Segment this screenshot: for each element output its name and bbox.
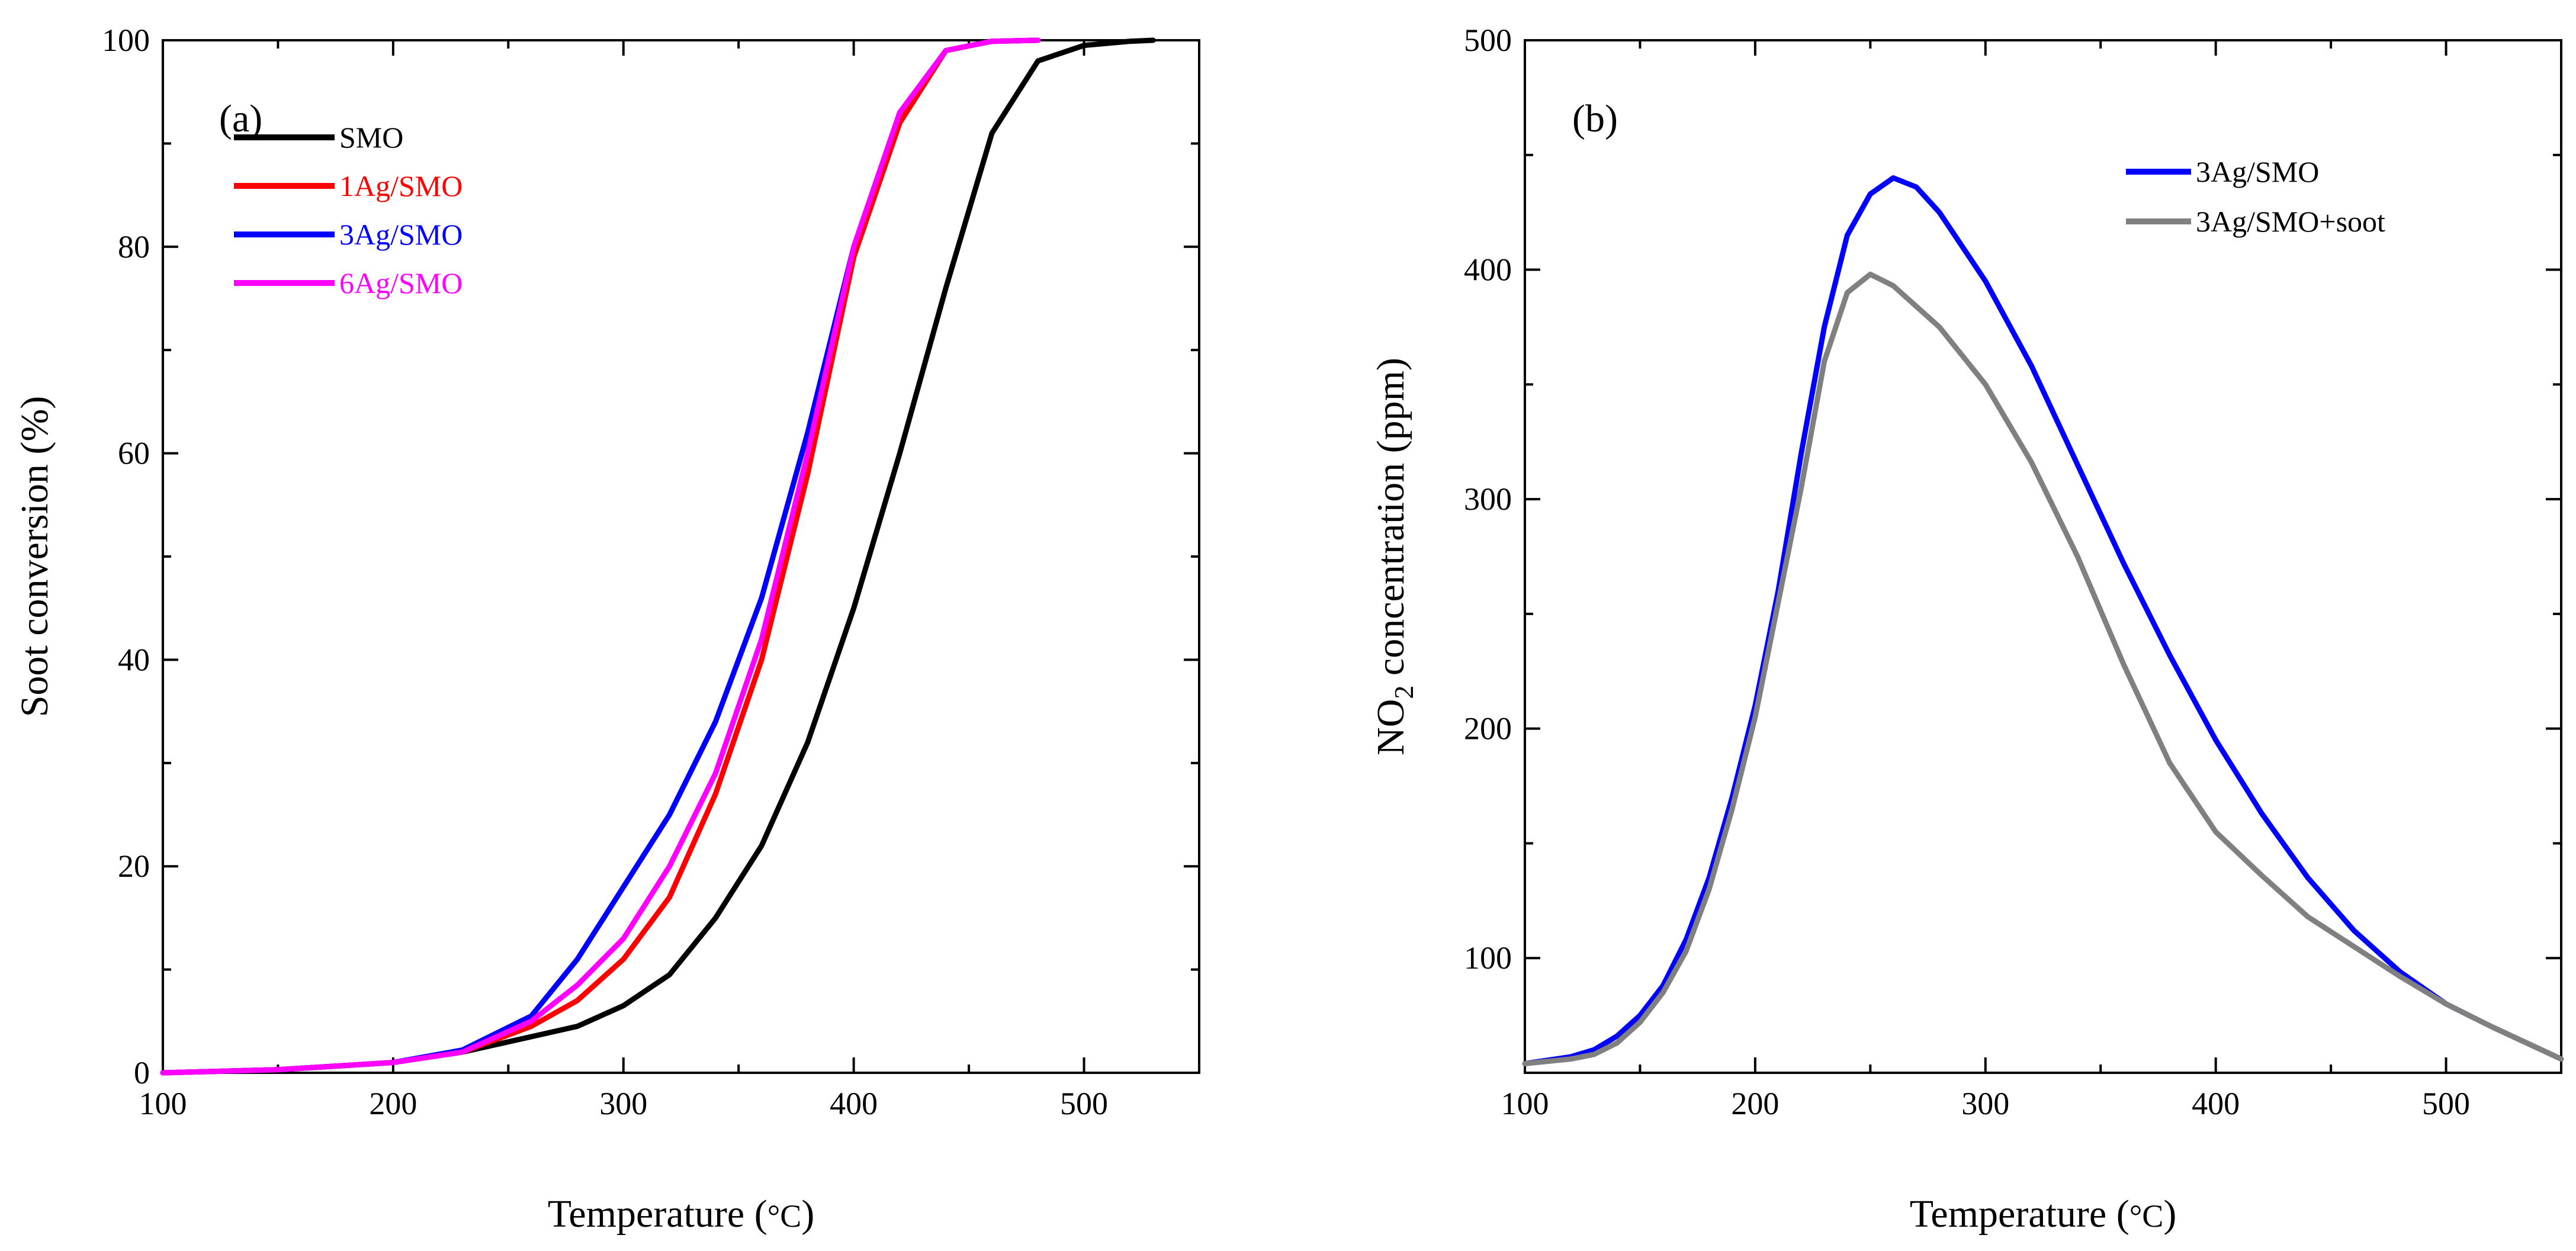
panel-b: 100 200 300 400 500 100 200 300 400 500 Temperatur… [1369, 22, 2564, 1236]
y-tick-label: 60 [118, 436, 150, 471]
series-line-6ag-smo [160, 37, 1041, 1076]
legend-label: 1Ag/SMO [339, 169, 462, 202]
legend-label: 6Ag/SMO [339, 266, 462, 300]
y-axis-title: NO2 concentration (ppm) [1369, 358, 1419, 755]
legend-label: 3Ag/SMO [2196, 155, 2319, 188]
y-tick-label: 100 [102, 22, 150, 58]
x-tick-label: 400 [2192, 1086, 2240, 1121]
x-tick-label: 500 [1060, 1086, 1108, 1121]
series-line-3ag-smo [1522, 175, 2564, 1066]
x-tick-label: 400 [830, 1086, 878, 1121]
y-tick-label: 100 [1464, 940, 1512, 976]
x-tick-label: 200 [369, 1086, 417, 1121]
y-tick-label: 40 [118, 642, 150, 677]
panel-a-plot-frame [162, 39, 1200, 1074]
y-tick-label: 400 [1464, 252, 1512, 288]
y-tick-label: 300 [1464, 481, 1512, 517]
x-tick-label: 200 [1731, 1086, 1779, 1121]
x-tick-label: 100 [1501, 1086, 1549, 1121]
x-tick-label: 300 [1961, 1086, 2009, 1121]
x-tick-label: 300 [599, 1086, 647, 1121]
panel-label: (a) [219, 97, 262, 140]
series-line-1ag-smo [160, 37, 1041, 1076]
y-tick-label: 200 [1464, 711, 1512, 747]
y-axis-title: Soot conversion (%) [13, 396, 56, 718]
y-tick-label: 80 [118, 229, 150, 265]
panel-b-plot-frame [1524, 39, 2562, 1074]
panel-a: 100 200 300 400 500 0 20 40 60 80 100 Temperature (… [13, 22, 1200, 1236]
legend-label: 3Ag/SMO+soot [2196, 205, 2385, 238]
x-axis-title: Temperature (°C) [548, 1192, 815, 1236]
series-line-3ag-smo [160, 37, 1041, 1076]
series-line-smo [160, 37, 1156, 1076]
x-axis-title: Temperature (°C) [1910, 1192, 2177, 1236]
y-tick-label: 20 [118, 848, 150, 884]
y-tick-label: 500 [1464, 22, 1512, 58]
legend-label: 3Ag/SMO [339, 218, 462, 251]
panel-label: (b) [1572, 97, 1618, 140]
x-tick-label: 500 [2422, 1086, 2470, 1121]
series-line-3ag-smo-soot [1522, 271, 2564, 1066]
y-tick-label: 0 [134, 1055, 150, 1091]
legend-label: SMO [339, 121, 403, 154]
x-tick-label: 100 [139, 1086, 187, 1121]
